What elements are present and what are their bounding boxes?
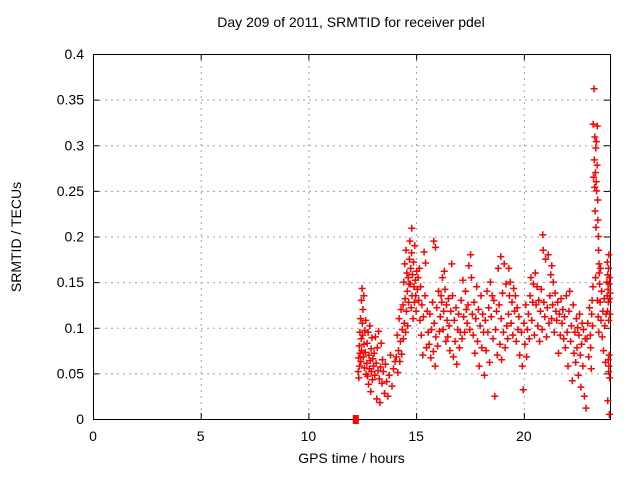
x-tick-label: 0 (89, 428, 97, 444)
zero-cluster-marker (352, 415, 359, 424)
y-tick-label: 0.3 (65, 137, 85, 153)
x-tick-label: 15 (408, 428, 424, 444)
y-tick-label: 0.2 (65, 229, 85, 245)
y-tick-label: 0.35 (57, 92, 84, 108)
y-tick-label: 0.4 (65, 46, 85, 62)
x-tick-label: 10 (301, 428, 317, 444)
y-tick-label: 0.1 (65, 320, 85, 336)
scatter-points (354, 85, 614, 418)
x-tick-label: 20 (516, 428, 532, 444)
y-tick-label: 0 (76, 411, 84, 427)
chart-title-text: Day 209 of 2011, SRMTID for receiver pde… (217, 14, 485, 30)
x-axis-label: GPS time / hours (298, 450, 405, 466)
x-tick-label: 5 (197, 428, 205, 444)
y-tick-label: 0.05 (57, 365, 84, 381)
y-tick-label: 0.15 (57, 274, 84, 290)
y-tick-label: 0.25 (57, 183, 84, 199)
chart-title: Day 209 of 2011, SRMTID for receiver pde… (0, 14, 640, 30)
